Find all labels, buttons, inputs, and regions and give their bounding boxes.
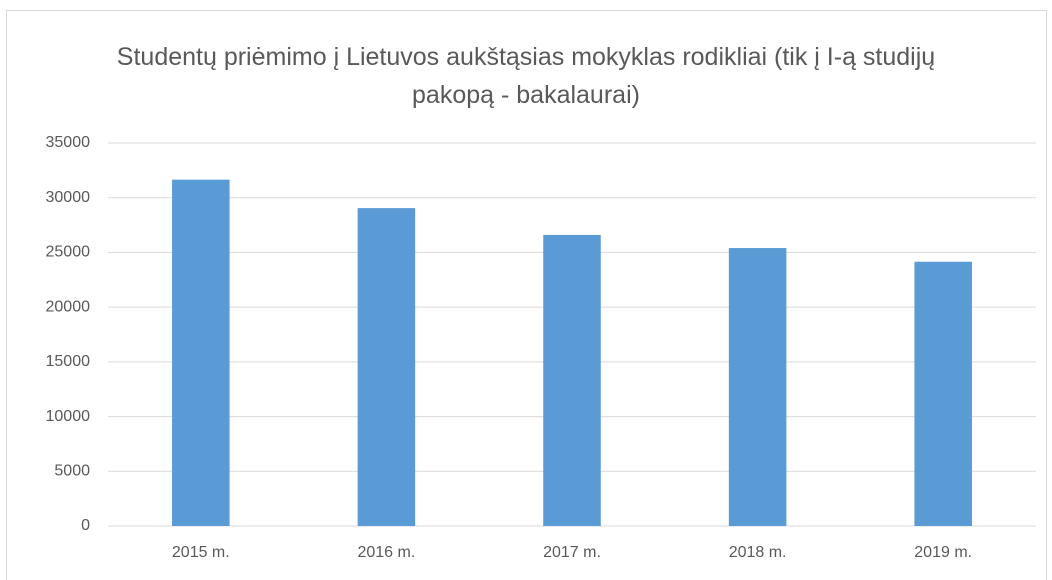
y-tick-label: 30000 (46, 189, 91, 206)
y-tick-label: 35000 (46, 134, 91, 151)
bar (728, 248, 787, 526)
bar (914, 261, 972, 526)
y-tick-label: 5000 (54, 463, 90, 480)
bar (357, 208, 416, 527)
x-tick-label: 2017 m. (543, 544, 601, 561)
y-tick-label: 0 (81, 517, 90, 534)
bar (543, 234, 601, 527)
x-tick-label: 2016 m. (357, 544, 415, 561)
y-tick-label: 15000 (46, 353, 91, 370)
x-tick-label: 2019 m. (914, 544, 972, 561)
y-tick-label: 20000 (46, 298, 91, 315)
x-tick-label: 2018 m. (729, 544, 787, 561)
bar (172, 179, 230, 526)
chart-title: Studentų priėmimo į Lietuvos aukštąsias … (116, 43, 936, 109)
x-tick-label: 2015 m. (172, 544, 230, 561)
chart-border (6, 10, 1047, 580)
y-tick-label: 10000 (46, 408, 91, 425)
y-tick-label: 25000 (46, 244, 91, 261)
